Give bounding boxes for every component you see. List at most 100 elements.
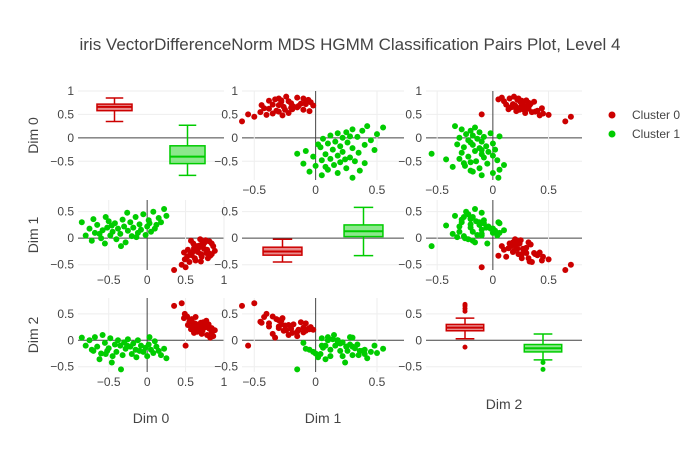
data-point-cluster-1 (484, 160, 491, 167)
data-point-cluster-0 (251, 300, 258, 307)
data-point-cluster-1 (306, 168, 313, 175)
y-tick-label: 0 (67, 131, 74, 145)
data-point-cluster-1 (371, 147, 378, 153)
data-point-cluster-0 (302, 320, 309, 327)
data-point-cluster-1 (367, 348, 374, 355)
box-cluster-0 (262, 238, 303, 263)
data-point-cluster-1 (124, 336, 131, 343)
data-point-cluster-1 (86, 337, 93, 344)
data-point-cluster-1 (107, 335, 114, 342)
data-point-cluster-1 (356, 347, 363, 354)
data-point-cluster-1 (115, 337, 121, 344)
data-point-cluster-0 (258, 319, 265, 326)
data-point-cluster-1 (474, 232, 481, 238)
x-tick-label: 1 (221, 375, 228, 389)
legend-marker-cluster-0 (608, 111, 616, 119)
panel-r2-c0: −0.5 0 0.5 −0.5 0 0.5 1 (50, 298, 228, 389)
data-point-cluster-0 (283, 93, 290, 100)
x-tick-label: −0.5 (425, 273, 449, 287)
data-point-cluster-1 (494, 232, 501, 239)
data-point-cluster-1 (315, 354, 322, 361)
data-point-cluster-1 (132, 214, 139, 220)
legend-item-cluster-0[interactable]: Cluster 0 (608, 108, 681, 122)
data-point-cluster-1 (443, 156, 450, 163)
data-point-cluster-1 (489, 152, 496, 159)
legend-item-cluster-1[interactable]: Cluster 1 (608, 127, 681, 141)
data-point-cluster-0 (545, 111, 552, 118)
data-point-cluster-0 (522, 246, 529, 253)
data-point-cluster-1 (472, 124, 478, 131)
data-point-cluster-0 (525, 239, 532, 246)
data-point-cluster-0 (536, 112, 543, 119)
y-tick-label: 0 (67, 231, 74, 245)
data-point-cluster-1 (480, 217, 487, 224)
data-point-cluster-1 (349, 126, 356, 133)
data-point-cluster-0 (192, 314, 199, 320)
data-point-cluster-0 (275, 95, 282, 102)
data-point-cluster-1 (478, 138, 485, 145)
data-point-cluster-0 (257, 109, 264, 116)
data-point-cluster-1 (501, 162, 507, 168)
data-point-cluster-1 (347, 334, 353, 341)
data-point-cluster-1 (501, 227, 507, 234)
data-point-cluster-1 (460, 160, 467, 167)
data-point-cluster-1 (339, 134, 346, 141)
data-point-cluster-0 (184, 322, 191, 328)
data-point-cluster-0 (513, 237, 520, 244)
data-point-cluster-0 (294, 333, 301, 340)
data-point-cluster-1 (144, 353, 151, 360)
data-point-cluster-1 (96, 230, 103, 237)
data-point-cluster-0 (306, 108, 313, 115)
data-point-cluster-1 (334, 130, 341, 137)
data-point-cluster-1 (86, 225, 93, 232)
data-point-cluster-0 (192, 257, 199, 264)
data-point-cluster-0 (201, 239, 208, 246)
data-point-cluster-1 (138, 342, 144, 349)
row-axis-title-1: Dim 1 (25, 217, 41, 254)
data-point-cluster-1 (337, 347, 344, 354)
data-point-cluster-1 (91, 334, 98, 341)
data-point-cluster-0 (269, 101, 276, 108)
data-point-cluster-1 (454, 141, 461, 148)
data-point-cluster-0 (526, 258, 533, 265)
box-cluster-1 (523, 333, 563, 372)
data-point-cluster-1 (163, 355, 170, 362)
y-tick-label: −0.5 (398, 258, 422, 272)
x-tick-label: 0.5 (369, 375, 386, 389)
data-point-cluster-0 (495, 252, 502, 259)
y-tick-label: 0.5 (57, 307, 74, 321)
data-point-cluster-0 (266, 97, 272, 104)
data-point-cluster-1 (82, 232, 89, 239)
data-point-cluster-1 (467, 159, 474, 166)
data-point-cluster-1 (105, 345, 112, 352)
data-point-cluster-1 (458, 126, 465, 133)
data-point-cluster-1 (476, 165, 483, 172)
data-point-cluster-1 (158, 352, 164, 359)
data-point-cluster-1 (320, 135, 326, 142)
data-point-cluster-1 (150, 350, 157, 356)
data-point-cluster-1 (329, 336, 336, 343)
data-point-cluster-0 (538, 257, 545, 264)
data-point-cluster-1 (101, 240, 108, 247)
data-point-cluster-1 (347, 133, 353, 140)
data-point-cluster-0 (297, 319, 304, 326)
x-tick-label: 0.5 (177, 273, 194, 287)
y-tick-label: −0.5 (398, 360, 422, 374)
data-point-cluster-0 (283, 327, 290, 334)
x-tick-label: 0.5 (369, 183, 386, 197)
data-point-cluster-0 (562, 267, 569, 273)
x-tick-label: −0.5 (242, 183, 266, 197)
data-point-cluster-0 (208, 325, 215, 332)
legend-marker-cluster-1 (608, 130, 616, 138)
x-tick-label: 0.5 (177, 375, 194, 389)
x-tick-label: 0 (312, 183, 319, 197)
x-tick-label: 0 (144, 375, 151, 389)
legend: Cluster 0 Cluster 1 (608, 108, 681, 141)
data-point-cluster-0 (498, 243, 505, 250)
data-point-cluster-1 (452, 212, 458, 219)
data-point-cluster-1 (122, 239, 129, 246)
data-point-cluster-0 (273, 107, 280, 114)
data-point-cluster-0 (273, 316, 280, 323)
y-tick-label: −0.5 (214, 154, 238, 168)
y-tick-label: 0.5 (405, 307, 422, 321)
